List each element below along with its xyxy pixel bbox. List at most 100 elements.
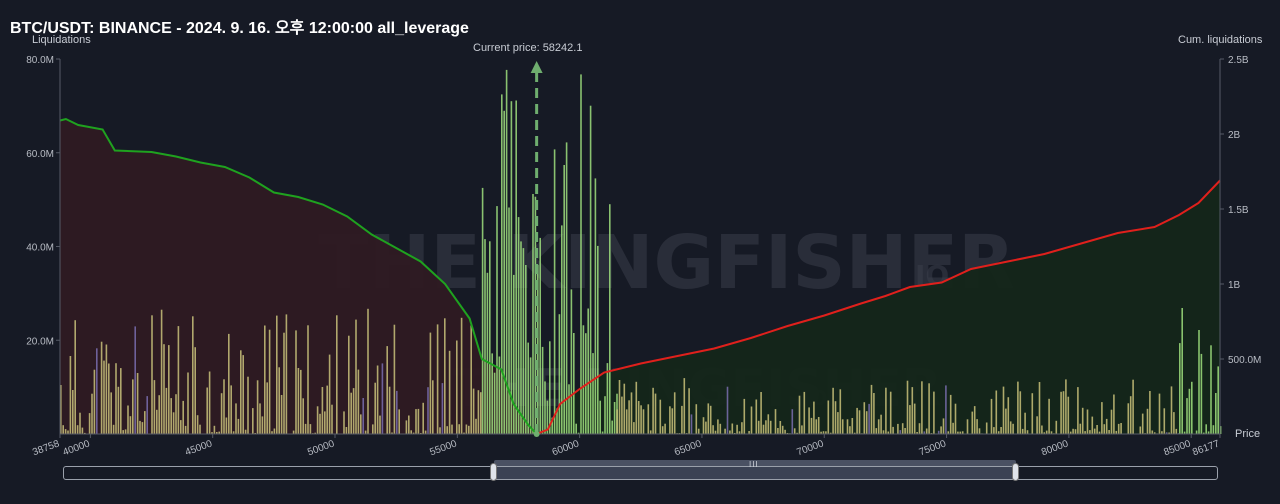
liquidation-bar — [93, 369, 96, 434]
liquidation-bar — [1165, 432, 1168, 434]
liquidation-bar — [393, 324, 396, 434]
liquidation-bar — [475, 418, 477, 434]
liquidation-bar — [877, 419, 880, 434]
range-scrollbar[interactable]: III — [63, 460, 1218, 481]
liquidation-bar — [302, 398, 304, 434]
liquidation-bar — [539, 237, 541, 434]
scrollbar-right-grip[interactable] — [1012, 463, 1019, 481]
liquidation-bar — [415, 409, 417, 434]
liquidation-bar — [427, 387, 429, 434]
liquidation-bar — [625, 409, 628, 434]
liquidation-bar — [199, 424, 201, 434]
liquidation-bar — [1139, 426, 1142, 434]
y-right-tick-label: 1B — [1228, 280, 1241, 291]
liquidation-bar — [213, 425, 216, 434]
liquidation-bar — [1120, 423, 1122, 434]
liquidation-bar — [815, 419, 818, 434]
liquidation-bar — [589, 105, 592, 434]
liquidation-bar — [235, 403, 237, 434]
liquidation-bar — [897, 423, 899, 434]
liquidation-bar — [587, 308, 589, 434]
liquidation-bar — [1207, 431, 1210, 434]
liquidation-bar — [1017, 381, 1019, 434]
liquidation-bar — [757, 420, 760, 434]
liquidation-bar — [1158, 393, 1161, 434]
liquidation-bar — [532, 194, 534, 434]
liquidation-bar — [810, 417, 813, 434]
liquidation-bar — [616, 409, 618, 434]
liquidation-bar — [851, 418, 854, 434]
liquidation-bar — [432, 380, 434, 434]
liquidation-bar — [441, 383, 444, 434]
liquidation-bar — [1009, 421, 1012, 434]
liquidation-bar — [484, 239, 486, 434]
liquidation-bar — [268, 329, 271, 434]
liquidation-bar — [1129, 396, 1132, 434]
liquidation-bar — [664, 423, 666, 434]
liquidation-bar — [1077, 387, 1079, 434]
liquidation-bar — [355, 319, 357, 434]
liquidation-bar — [760, 392, 762, 434]
liquidation-bar — [899, 430, 902, 434]
liquidation-bar — [196, 415, 199, 434]
liquidation-bar — [712, 425, 714, 434]
liquidation-bar — [460, 317, 463, 434]
liquidation-bar — [726, 386, 729, 434]
liquidation-bar — [719, 423, 722, 434]
liquidation-bar — [769, 420, 772, 434]
liquidation-bar — [1198, 330, 1200, 434]
scrollbar-grip-icon[interactable]: III — [749, 460, 759, 469]
liquidation-bar — [611, 420, 613, 434]
scrollbar-top-handle[interactable] — [494, 460, 1016, 466]
liquidation-bar — [417, 408, 420, 434]
liquidation-bar — [913, 403, 916, 434]
liquidation-bar — [683, 378, 686, 434]
liquidation-bar — [252, 408, 254, 434]
liquidation-bar — [690, 414, 693, 434]
liquidation-bar — [702, 417, 705, 434]
liquidation-bar — [470, 325, 472, 434]
liquidation-bar — [424, 430, 427, 434]
liquidation-bar — [192, 316, 194, 434]
liquidation-bar — [410, 430, 412, 434]
y-left-tick-label: 80.0M — [26, 55, 54, 66]
liquidation-bar — [1113, 394, 1115, 434]
scrollbar-left-grip[interactable] — [490, 463, 497, 481]
y-left-tick-label: 40.0M — [26, 243, 54, 254]
liquidation-bar — [527, 342, 529, 434]
liquidation-bar — [285, 314, 288, 434]
liquidation-bar — [362, 398, 364, 434]
liquidation-bar — [1012, 423, 1014, 434]
liquidation-bar — [882, 430, 885, 434]
liquidation-bar — [827, 400, 830, 434]
liquidation-bar — [448, 350, 451, 434]
liquidation-bar — [1055, 420, 1058, 434]
liquidation-bar — [556, 408, 558, 434]
current-price-dot — [533, 431, 540, 437]
liquidation-bar — [498, 356, 501, 434]
scrollbar-thumb[interactable] — [494, 467, 1016, 479]
liquidation-bar — [1219, 426, 1222, 434]
liquidation-bar — [858, 410, 861, 434]
liquidation-bar — [1105, 418, 1108, 434]
liquidation-bar — [146, 396, 148, 434]
liquidation-bar — [822, 431, 825, 434]
liquidation-bar — [937, 430, 940, 434]
liquidation-bar — [928, 383, 930, 434]
liquidation-bar — [175, 394, 177, 434]
x-tick-label: 85000 — [1162, 438, 1192, 458]
liquidation-bar — [508, 207, 510, 434]
liquidation-bar — [551, 417, 553, 434]
liquidation-bar — [247, 376, 249, 434]
liquidation-bar — [398, 409, 400, 434]
liquidation-bar — [110, 392, 112, 434]
liquidation-bar — [911, 387, 914, 434]
liquidation-bar — [724, 428, 726, 434]
liquidation-bar — [132, 379, 134, 434]
liquidation-bar — [144, 411, 146, 434]
liquidation-bar — [659, 399, 662, 434]
liquidation-bar — [642, 409, 645, 434]
liquidation-bar — [134, 326, 136, 434]
liquidation-bar — [151, 315, 153, 434]
